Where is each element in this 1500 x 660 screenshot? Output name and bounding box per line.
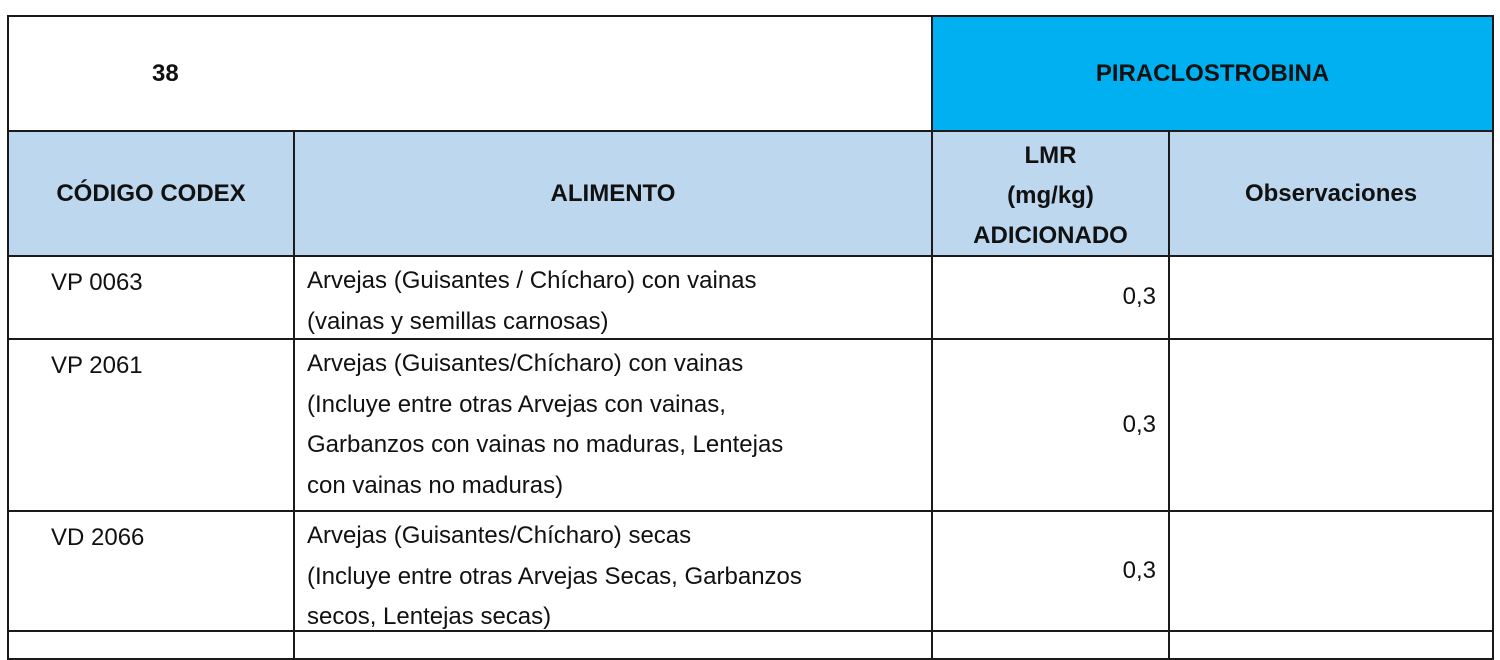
table-row-lmr: 0,3 [931, 510, 1170, 632]
substance-name: PIRACLOSTROBINA [1095, 59, 1330, 87]
table-number: 38 [152, 59, 179, 87]
table-row-code: VP 0063 [7, 255, 295, 340]
table-row-food: Arvejas (Guisantes / Chícharo) con vaina… [293, 255, 933, 340]
food-line: Arvejas (Guisantes/Chícharo) con vainas [307, 350, 744, 377]
lmr-label-line: LMR [1024, 141, 1077, 169]
table-row-observations [1168, 510, 1494, 632]
lmr-value: 0,3 [1122, 283, 1156, 311]
column-header-food: ALIMENTO [293, 130, 933, 257]
table-row-food: Arvejas (Guisantes/Chícharo) secas (Incl… [293, 510, 933, 632]
table-number-cell: 38 [7, 15, 933, 132]
table-row-code: VP 2061 [7, 338, 295, 512]
lmr-label-line: ADICIONADO [973, 221, 1128, 249]
table-row-observations [1168, 255, 1494, 340]
food-line: Arvejas (Guisantes / Chícharo) con vaina… [307, 267, 757, 294]
table-row-partial [293, 630, 933, 660]
table-row-observations [1168, 338, 1494, 512]
lmr-label-line: (mg/kg) [1007, 181, 1094, 209]
food-line: con vainas no maduras) [307, 471, 564, 499]
food-line: (Incluye entre otras Arvejas con vainas, [307, 390, 726, 418]
lmr-value: 0,3 [1122, 556, 1156, 584]
column-header-code-label: CÓDIGO CODEX [56, 179, 246, 207]
food-line: (vainas y semillas carnosas) [307, 307, 609, 335]
table-row-partial [1168, 630, 1494, 660]
table-row-code: VD 2066 [7, 510, 295, 632]
food-line: (Incluye entre otras Arvejas Secas, Garb… [307, 562, 802, 590]
substance-header: PIRACLOSTROBINA [931, 15, 1494, 132]
table-row-lmr: 0,3 [931, 338, 1170, 512]
table-row-partial [931, 630, 1170, 660]
table-row-partial [7, 630, 295, 660]
column-header-observations: Observaciones [1168, 130, 1494, 257]
column-header-observations-label: Observaciones [1244, 179, 1418, 207]
food-line: Arvejas (Guisantes/Chícharo) secas [307, 522, 692, 549]
column-header-lmr: LMR (mg/kg) ADICIONADO [931, 130, 1170, 257]
table-row-food: Arvejas (Guisantes/Chícharo) con vainas … [293, 338, 933, 512]
food-line: secos, Lentejas secas) [307, 603, 552, 630]
column-header-code: CÓDIGO CODEX [7, 130, 295, 257]
column-header-food-label: ALIMENTO [550, 179, 676, 207]
food-line: Garbanzos con vainas no maduras, Lenteja… [307, 431, 784, 458]
table-row-lmr: 0,3 [931, 255, 1170, 340]
lmr-value: 0,3 [1122, 410, 1156, 438]
